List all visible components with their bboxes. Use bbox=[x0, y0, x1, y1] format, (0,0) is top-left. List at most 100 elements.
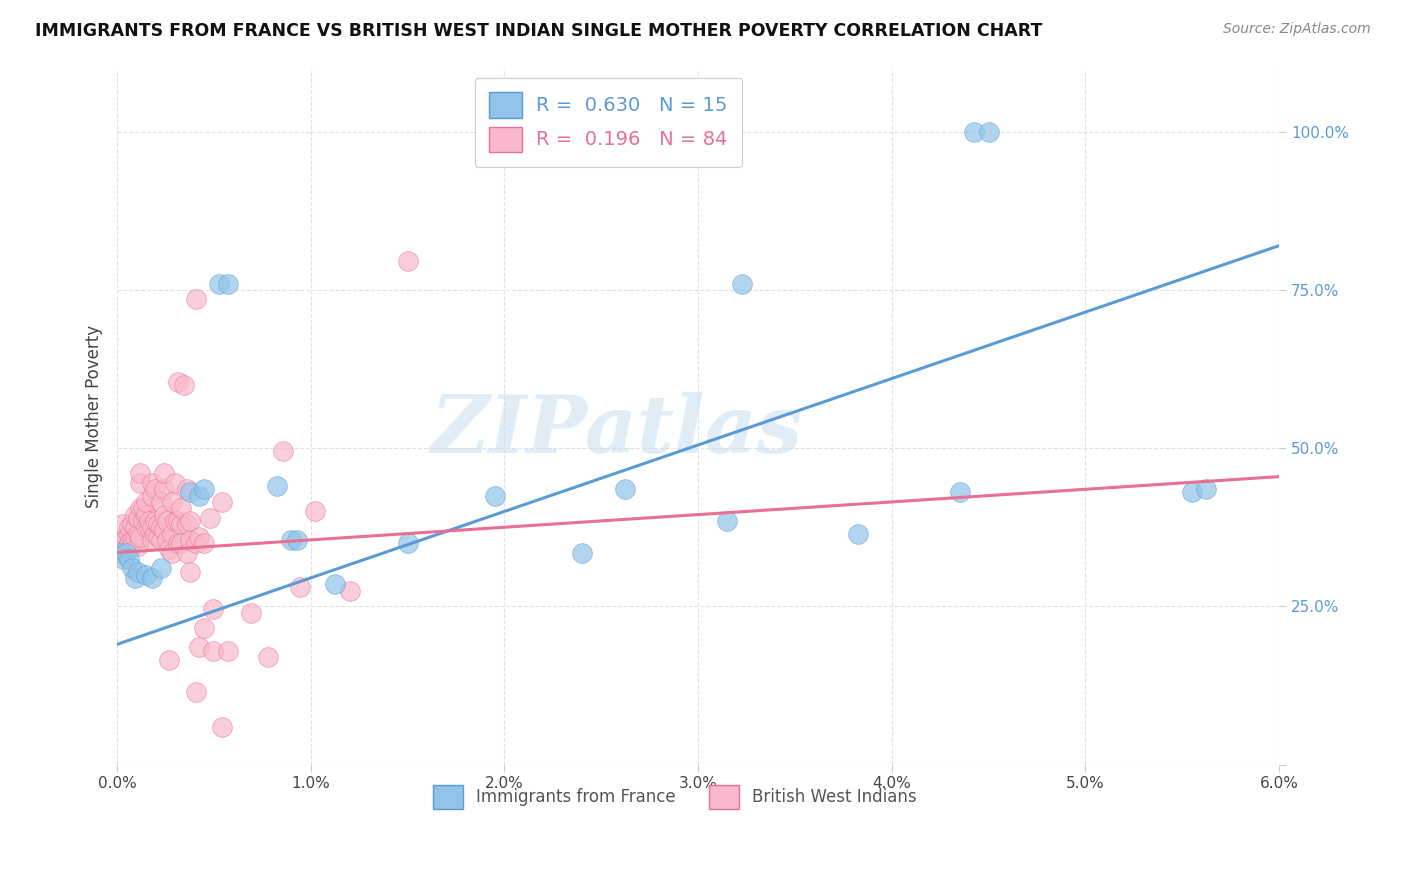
Point bbox=[280, 533, 302, 547]
Point bbox=[288, 580, 311, 594]
Text: ZIPatlas: ZIPatlas bbox=[430, 392, 803, 469]
Point bbox=[170, 501, 193, 516]
Point bbox=[118, 520, 141, 534]
Point bbox=[108, 539, 131, 553]
Point bbox=[162, 495, 184, 509]
Point bbox=[143, 514, 166, 528]
Point bbox=[135, 567, 157, 582]
Point bbox=[143, 483, 166, 497]
Point bbox=[152, 483, 174, 497]
Point bbox=[135, 495, 157, 509]
Point bbox=[111, 539, 134, 553]
Point bbox=[135, 520, 157, 534]
Point bbox=[239, 606, 262, 620]
Point bbox=[146, 530, 169, 544]
Point bbox=[115, 545, 138, 559]
Point bbox=[162, 526, 184, 541]
Point bbox=[118, 526, 141, 541]
Point bbox=[165, 475, 187, 490]
Point bbox=[132, 501, 155, 516]
Point bbox=[108, 545, 131, 559]
Point bbox=[127, 565, 149, 579]
Point bbox=[155, 514, 177, 528]
Point bbox=[138, 520, 160, 534]
Point bbox=[257, 649, 280, 664]
Point bbox=[149, 495, 172, 509]
Point bbox=[129, 475, 152, 490]
Point bbox=[149, 533, 172, 547]
Point bbox=[173, 377, 195, 392]
Point bbox=[121, 539, 143, 553]
Point bbox=[285, 533, 308, 547]
Point bbox=[179, 533, 201, 547]
Point bbox=[124, 571, 146, 585]
Point bbox=[614, 483, 637, 497]
Point bbox=[211, 720, 233, 734]
Point bbox=[127, 539, 149, 553]
Point bbox=[977, 125, 1000, 139]
Point bbox=[118, 536, 141, 550]
Point bbox=[152, 508, 174, 522]
Point bbox=[198, 510, 221, 524]
Point bbox=[121, 561, 143, 575]
Point bbox=[484, 489, 506, 503]
Point bbox=[217, 277, 239, 291]
Point bbox=[571, 545, 593, 559]
Point bbox=[129, 467, 152, 481]
Point bbox=[129, 501, 152, 516]
Point bbox=[396, 254, 419, 268]
Point bbox=[111, 517, 134, 532]
Point bbox=[162, 545, 184, 559]
Text: IMMIGRANTS FROM FRANCE VS BRITISH WEST INDIAN SINGLE MOTHER POVERTY CORRELATION : IMMIGRANTS FROM FRANCE VS BRITISH WEST I… bbox=[35, 22, 1042, 40]
Legend: Immigrants from France, British West Indians: Immigrants from France, British West Ind… bbox=[426, 779, 924, 815]
Point bbox=[149, 520, 172, 534]
Point bbox=[146, 517, 169, 532]
Point bbox=[141, 520, 163, 534]
Point bbox=[141, 489, 163, 503]
Point bbox=[141, 475, 163, 490]
Point bbox=[271, 444, 294, 458]
Point bbox=[108, 536, 131, 550]
Point bbox=[179, 565, 201, 579]
Point bbox=[170, 536, 193, 550]
Point bbox=[132, 514, 155, 528]
Point bbox=[111, 552, 134, 566]
Point bbox=[124, 508, 146, 522]
Point bbox=[129, 530, 152, 544]
Point bbox=[176, 517, 198, 532]
Point bbox=[193, 536, 215, 550]
Point bbox=[948, 485, 970, 500]
Point bbox=[127, 510, 149, 524]
Point bbox=[266, 479, 288, 493]
Point bbox=[187, 530, 209, 544]
Point bbox=[149, 561, 172, 575]
Point bbox=[118, 552, 141, 566]
Point bbox=[179, 485, 201, 500]
Point bbox=[202, 643, 225, 657]
Point bbox=[159, 653, 181, 667]
Point bbox=[124, 520, 146, 534]
Point bbox=[304, 504, 326, 518]
Point bbox=[1195, 483, 1218, 497]
Point bbox=[167, 536, 190, 550]
Point bbox=[155, 533, 177, 547]
Point bbox=[193, 622, 215, 636]
Point bbox=[184, 685, 207, 699]
Point bbox=[141, 571, 163, 585]
Point bbox=[152, 524, 174, 538]
Point bbox=[187, 640, 209, 655]
Point bbox=[187, 489, 209, 503]
Point bbox=[115, 542, 138, 557]
Point bbox=[170, 517, 193, 532]
Point bbox=[121, 517, 143, 532]
Point bbox=[202, 602, 225, 616]
Point bbox=[152, 467, 174, 481]
Point bbox=[127, 526, 149, 541]
Point bbox=[143, 526, 166, 541]
Point bbox=[121, 533, 143, 547]
Point bbox=[963, 125, 986, 139]
Point bbox=[211, 495, 233, 509]
Point bbox=[167, 375, 190, 389]
Text: Source: ZipAtlas.com: Source: ZipAtlas.com bbox=[1223, 22, 1371, 37]
Point bbox=[124, 530, 146, 544]
